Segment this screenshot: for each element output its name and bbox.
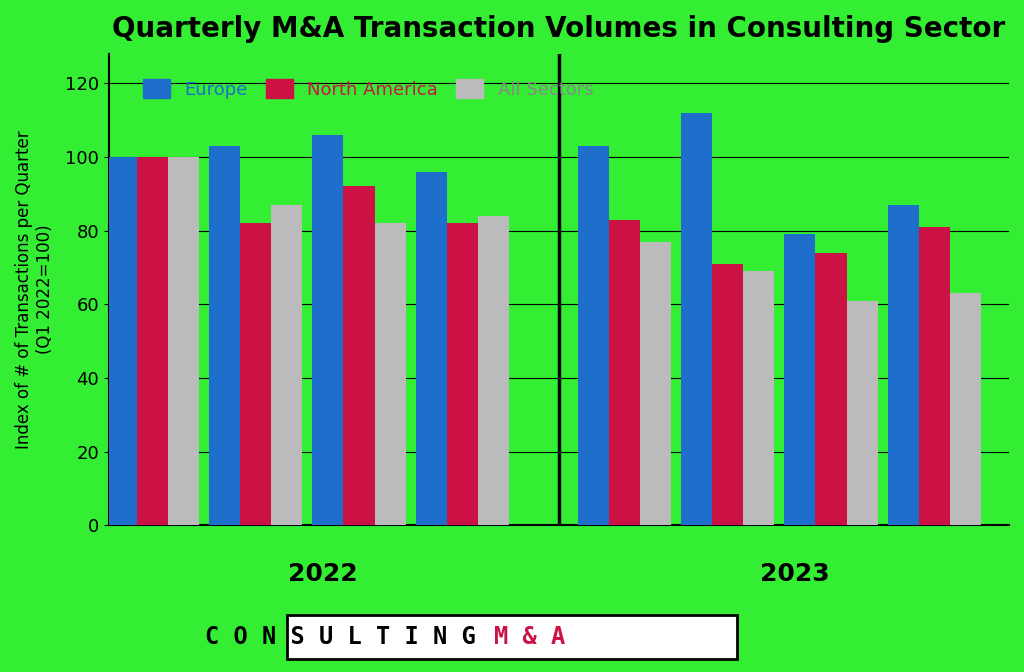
Bar bbox=[478, 216, 509, 526]
Text: C O N S U L T I N G: C O N S U L T I N G bbox=[205, 625, 476, 648]
Bar bbox=[608, 220, 640, 526]
Bar bbox=[375, 223, 406, 526]
Bar bbox=[446, 223, 478, 526]
Bar bbox=[271, 205, 302, 526]
Bar bbox=[919, 227, 950, 526]
Bar bbox=[681, 113, 712, 526]
Bar bbox=[743, 271, 774, 526]
Text: M & A: M & A bbox=[494, 625, 565, 648]
Bar bbox=[209, 146, 240, 526]
Bar bbox=[712, 263, 743, 526]
Bar bbox=[105, 157, 137, 526]
Bar bbox=[343, 186, 375, 526]
Bar bbox=[784, 235, 815, 526]
Bar bbox=[578, 146, 608, 526]
Title: Quarterly M&A Transaction Volumes in Consulting Sector: Quarterly M&A Transaction Volumes in Con… bbox=[113, 15, 1006, 43]
Bar bbox=[416, 171, 446, 526]
Bar bbox=[847, 300, 878, 526]
FancyBboxPatch shape bbox=[287, 615, 737, 659]
Bar bbox=[137, 157, 168, 526]
Bar bbox=[950, 293, 981, 526]
Text: 2023: 2023 bbox=[760, 562, 829, 586]
Bar bbox=[168, 157, 199, 526]
Bar bbox=[240, 223, 271, 526]
Legend: Europe, North America, All Sectors: Europe, North America, All Sectors bbox=[136, 72, 601, 106]
Bar bbox=[640, 242, 671, 526]
Bar bbox=[888, 205, 919, 526]
Y-axis label: Index of # of Transactions per Quarter
(Q1 2022=100): Index of # of Transactions per Quarter (… bbox=[15, 130, 54, 449]
Text: 2022: 2022 bbox=[288, 562, 357, 586]
Bar bbox=[815, 253, 847, 526]
Bar bbox=[312, 135, 343, 526]
